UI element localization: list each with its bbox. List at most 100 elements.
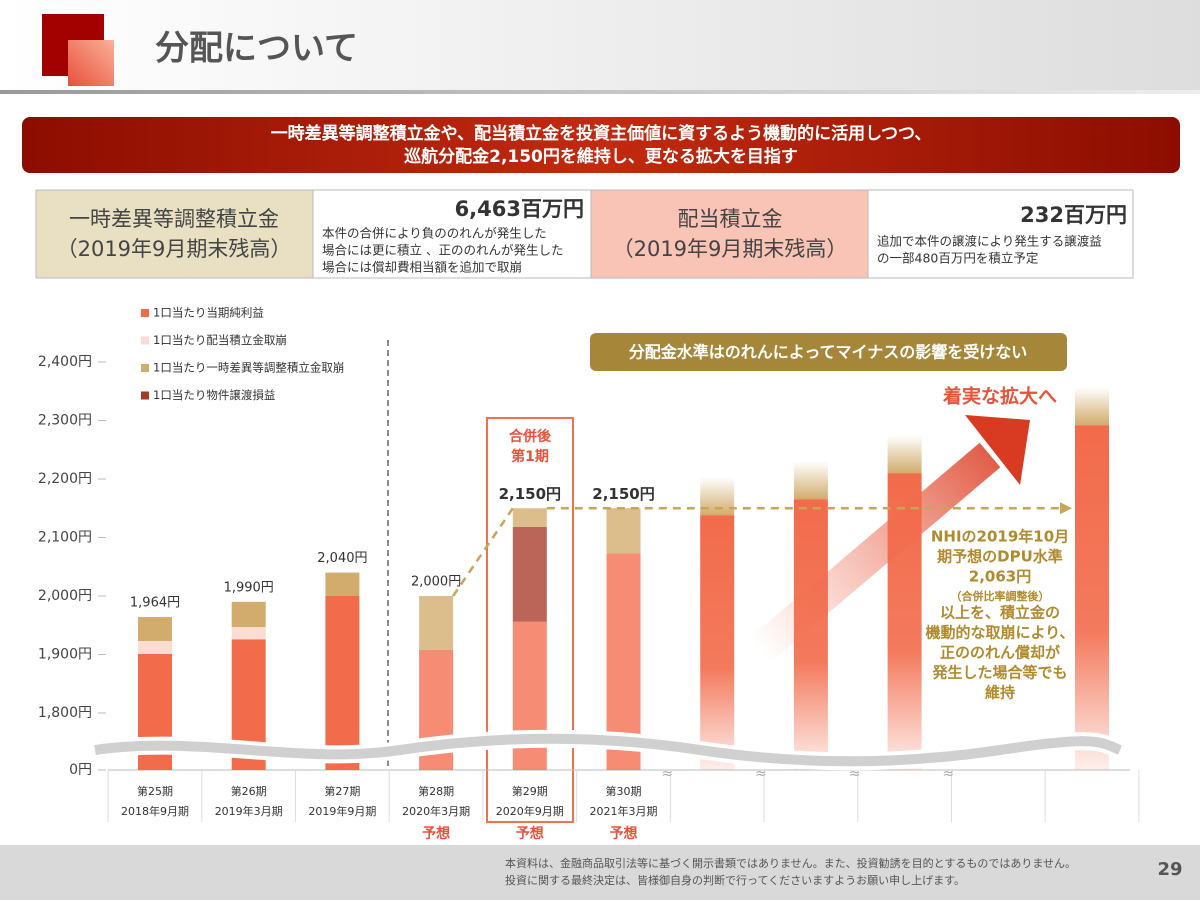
cell-text: 本件の合併により負ののれんが発生した: [322, 226, 547, 241]
x-tick-date: 2018年9月期: [121, 804, 189, 818]
projection-bar: [793, 499, 828, 770]
note-text: 以上を、積立金の: [940, 604, 1060, 622]
note-text: 2,063円: [969, 568, 1031, 586]
legend-swatch: [141, 364, 149, 372]
x-tick-label: 第28期: [418, 784, 454, 798]
cell-text: 場合には更に積立 、正ののれんが発生した: [322, 243, 563, 258]
y-tick-label: 1,800円: [38, 705, 92, 721]
forecast-label: 予想: [422, 825, 450, 842]
projection-cap: [793, 461, 828, 500]
note-text: NHIの2019年10月: [931, 528, 1069, 546]
banner-text: 一時差異等調整積立金や、配当積立金を投資主価値に資するよう機動的に活用しつつ、: [271, 123, 932, 144]
value-label: 2,150円: [499, 485, 561, 503]
x-tick-label: 第26期: [231, 784, 267, 798]
forecast-label: 予想: [516, 825, 544, 842]
bar-segment: [138, 641, 172, 654]
page-number: 29: [1157, 859, 1182, 880]
value-label: 2,040円: [317, 551, 367, 566]
legend-swatch: [141, 391, 149, 400]
bar-segment: [512, 526, 547, 622]
disclaimer: 投資に関する最終決定は、皆様御自身の判断で行ってくださいますようお願い申し上げま…: [505, 873, 965, 887]
x-tick-label: 第29期: [512, 784, 548, 798]
projection-bar: [1075, 425, 1109, 770]
x-tick-label: 第30期: [606, 784, 642, 798]
note-text: 維持: [985, 684, 1015, 702]
value-label: 1,964円: [130, 596, 180, 611]
banner: [22, 117, 1180, 173]
legend-swatch: [141, 309, 149, 317]
x-tick-label: 第25期: [137, 784, 173, 798]
note-text: 期予想のDPU水準: [937, 548, 1063, 566]
break-mark: ≈: [942, 766, 954, 782]
bar-segment: [231, 601, 266, 628]
arrow-label: 着実な拡大へ: [943, 385, 1057, 408]
page-title: 分配について: [155, 29, 358, 69]
x-tick-date: 2021年3月期: [590, 804, 658, 818]
info-cell: [35, 189, 314, 279]
legend-label: 1口当たり一時差異等調整積立金取崩: [153, 361, 344, 375]
break-mark: ≈: [849, 766, 861, 782]
footer: [0, 845, 1200, 900]
legend-label: 1口当たり配当積立金取崩: [153, 333, 287, 347]
y-tick-label: 2,200円: [38, 471, 92, 487]
axis-break: [94, 733, 1122, 767]
info-cell: [867, 189, 1134, 279]
info-cell: [590, 189, 869, 279]
y-tick-label: 0円: [69, 762, 92, 778]
cell-subtitle: （2019年9月期末残高）: [57, 237, 292, 261]
cell-text: 場合には償却費相当額を追加で取崩: [322, 260, 522, 275]
disclaimer: 本資料は、金融商品取引法等に基づく開示書類ではありません。また、投資勧誘を目的と…: [505, 856, 1076, 870]
cell-title: 一時差異等調整積立金: [69, 207, 279, 231]
header-rule: [0, 90, 1200, 94]
note-text: 正ののれん償却が: [940, 644, 1061, 662]
x-tick-date: 2020年3月期: [402, 804, 470, 818]
forecast-label: 予想: [610, 825, 638, 842]
highlight-label: 合併後: [509, 428, 552, 445]
note-text: 機動的な取崩により、: [925, 624, 1074, 642]
trend-line: [452, 507, 514, 597]
projection-bar: [887, 473, 922, 770]
legend-label: 1口当たり当期純利益: [153, 306, 264, 320]
x-tick-date: 2019年3月期: [215, 804, 283, 818]
note-text: 発生した場合等でも: [931, 664, 1067, 682]
bar-segment: [606, 508, 641, 554]
cell-amount: 232百万円: [1020, 203, 1127, 227]
cell-text: 追加で本件の譲渡により発生する譲渡益: [877, 234, 1102, 249]
break-mark: ≈: [661, 766, 673, 782]
projection-cap: [700, 477, 735, 516]
projection-cap: [887, 435, 922, 474]
bar-segment: [325, 572, 360, 596]
legend-label: 1口当たり物件譲渡損益: [153, 388, 275, 402]
bar-segment: [231, 627, 266, 640]
x-tick-date: 2019年9月期: [308, 804, 376, 818]
y-tick-label: 2,100円: [38, 530, 92, 546]
highlight-box: [486, 417, 574, 823]
y-tick-label: 2,400円: [38, 354, 92, 370]
projection-bar: [700, 515, 735, 770]
callout-box: [590, 333, 1067, 371]
bar-segment: [325, 596, 360, 770]
highlight-label: 第1期: [511, 448, 549, 465]
bar-segment: [138, 617, 172, 642]
legend-swatch: [141, 336, 149, 345]
logo-square: [68, 40, 114, 86]
y-tick-label: 2,000円: [38, 588, 92, 604]
x-tick-label: 第27期: [324, 784, 360, 798]
note-text: （合併比率調整後）: [951, 589, 1050, 603]
bar-segment: [512, 508, 547, 527]
cell-text: の一部480百万円を積立予定: [877, 251, 1038, 266]
header-bg: [0, 0, 1200, 92]
plot: 0円 1,800円 1,900円 2,000円 2,100円 2,200円 2,300円 2,…: [38, 306, 1140, 842]
value-label: 1,990円: [224, 580, 274, 595]
cell-amount: 6,463百万円: [455, 197, 584, 221]
y-tick-label: 2,300円: [38, 413, 92, 429]
bar-segment: [419, 596, 454, 650]
x-tick-date: 2020年9月期: [496, 804, 564, 818]
cell-title: 配当積立金: [678, 207, 783, 231]
break-mark: ≈: [755, 766, 767, 782]
value-label: 2,000円: [411, 575, 461, 590]
cell-subtitle: （2019年9月期末残高）: [613, 237, 848, 261]
growth-arrow-head: [965, 415, 1030, 485]
projection-cap: [1075, 387, 1109, 426]
